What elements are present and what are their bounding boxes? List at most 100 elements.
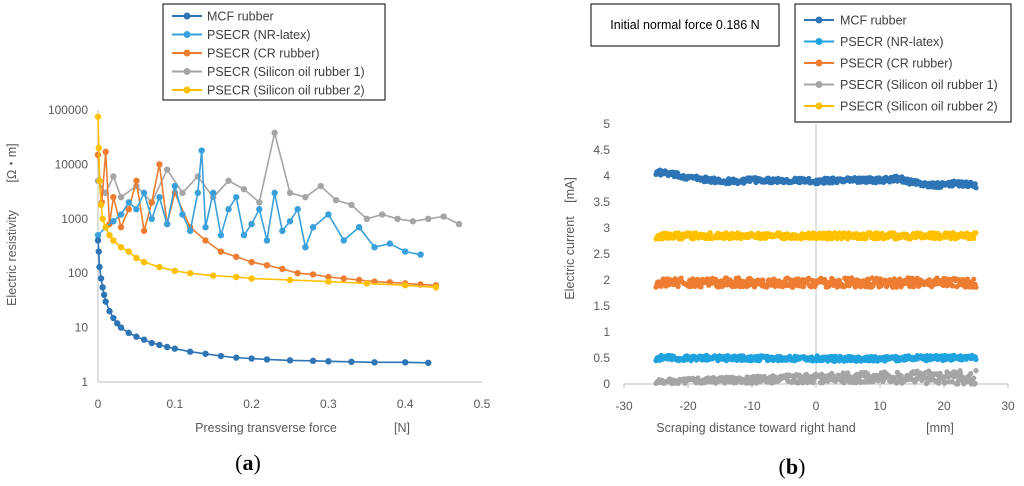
chart-b-data-point [849, 276, 855, 282]
chart-b-data-point [863, 235, 869, 242]
chart-a-data-point [133, 206, 140, 213]
chart-b-annotation: Initial normal force 0.186 N [590, 3, 780, 47]
chart-a-data-point [417, 251, 424, 258]
chart-b-data-point [842, 283, 849, 289]
chart-b-x-tick-label: 20 [937, 399, 951, 413]
chart-a-data-point [225, 206, 232, 213]
chart-a-data-point [94, 237, 102, 244]
chart-a-data-point [317, 182, 324, 190]
chart-a-legend-item: PSECR (Silicon oil rubber 2) [172, 84, 365, 98]
chart-b-x-unit: [mm] [926, 421, 954, 435]
chart-a-x-tick-label: 0.4 [397, 397, 414, 411]
chart-b-data-point [853, 380, 859, 386]
chart-b-x-tick-label: 10 [873, 399, 887, 413]
chart-b-series-0 [653, 167, 979, 191]
chart-a-data-point [171, 345, 178, 352]
chart-b-y-unit: [mA] [563, 177, 577, 203]
chart-b-data-point [803, 371, 810, 378]
chart-a-data-point [156, 341, 163, 349]
chart-a-data-point [94, 113, 102, 120]
chart-b-data-point [949, 379, 955, 385]
chart-a-legend-label: PSECR (Silicon oil rubber 1) [207, 65, 365, 79]
chart-b-axes [624, 124, 1008, 385]
chart-a-data-point [110, 173, 117, 180]
chart-a-data-point [140, 227, 148, 235]
chart-a-legend-label: PSECR (CR rubber) [207, 47, 320, 61]
chart-a-legend-label: MCF rubber [207, 10, 274, 24]
chart-a-data-point [240, 186, 248, 193]
chart-b-legend-label: PSECR (Silicon oil rubber 2) [840, 100, 998, 114]
chart-a-data-point [225, 177, 232, 184]
chart-a-data-point [102, 224, 109, 231]
chart-a-data-point [102, 298, 109, 305]
chart-a-data-point [386, 240, 394, 247]
chart-b-data-point [972, 380, 978, 387]
chart-b-data-point [929, 284, 935, 290]
chart-a-data-point [148, 199, 155, 206]
chart-b-data-point [972, 181, 978, 187]
chart-a-data-point [125, 248, 132, 255]
chart-a-data-point [117, 193, 125, 201]
chart-b-data-point [806, 275, 812, 281]
chart-a-data-point [202, 224, 209, 231]
chart-a-data-point [425, 215, 432, 222]
chart-b-data-point [971, 276, 977, 282]
chart-b-x-tick-label: -10 [743, 399, 761, 413]
chart-a-data-point [402, 248, 409, 255]
chart-a-x-tick-label: 0.3 [320, 397, 337, 411]
chart-a-x-tick-label: 0.1 [166, 397, 183, 411]
chart-a-data-point [355, 224, 363, 231]
chart-a-data-point [106, 231, 113, 239]
chart-a-data-point [378, 211, 386, 218]
chart-b-legend-item: PSECR (Silicon oil rubber 1) [804, 78, 998, 92]
chart-a-y-tick-label: 100000 [48, 103, 88, 117]
chart-a-legend-item: PSECR (NR-latex) [172, 28, 311, 42]
chart-a-legend: MCF rubber PSECR (NR-latex) PSECR (CR rubb… [162, 3, 386, 101]
chart-a-data-point [96, 263, 103, 271]
chart-a-y-tick-label: 10000 [55, 157, 89, 171]
chart-b-legend-label: PSECR (CR rubber) [840, 57, 953, 71]
chart-a-data-point [455, 220, 463, 228]
chart-b-legend-item: PSECR (Silicon oil rubber 2) [804, 100, 998, 114]
chart-a-data-point [402, 359, 409, 366]
chart-a-data-point [309, 224, 317, 231]
chart-a-data-point [248, 275, 255, 282]
chart-a-data-point [202, 350, 209, 357]
chart-a-y-ticks: 1 10 100 1000 10000 100000 [48, 103, 88, 389]
chart-a-data-point [409, 218, 417, 225]
chart-b-data-point [787, 277, 794, 283]
chart-b-x-tick-label: 0 [813, 399, 820, 413]
chart-b-data-point [973, 284, 979, 290]
chart-a-data-point [99, 284, 106, 291]
chart-b-data-point [675, 283, 681, 290]
chart-a-data-point [363, 280, 370, 287]
chart-a-legend-label: PSECR (NR-latex) [207, 28, 311, 42]
panel-label-a: (a) [235, 450, 261, 475]
chart-a-series-4 [94, 113, 440, 291]
chart-b-data-point [973, 230, 979, 236]
chart-a-data-point [140, 336, 148, 343]
chart-a-data-point [440, 213, 447, 220]
chart-a-data-point [256, 199, 263, 206]
chart-a-y-label: Electric resistivity [5, 209, 19, 306]
chart-b-data-point [968, 370, 974, 377]
chart-a-data-point [94, 151, 102, 159]
chart-b-data-point [971, 235, 977, 241]
chart-b-data-point [707, 230, 713, 236]
chart-a-data-point [148, 215, 155, 222]
chart-a-data-point [186, 270, 194, 277]
chart-b-data-point [760, 277, 766, 283]
chart-b-y-label: Electric current [563, 216, 577, 300]
chart-a-data-point [99, 215, 106, 222]
chart-a-x-label: Pressing transverse force [195, 421, 337, 435]
chart-b-data-point [924, 380, 930, 386]
chart-b-y-tick-label: 3 [603, 221, 610, 235]
chart-b-y-tick-label: 3.5 [593, 195, 610, 209]
chart-a-data-point [286, 276, 294, 284]
chart-b-data-point [869, 275, 875, 281]
chart-a-data-point [186, 227, 194, 235]
chart-a-data-point [114, 320, 121, 327]
chart-a-data-point [110, 314, 117, 322]
chart-b-y-tick-label: 2.5 [593, 247, 610, 261]
